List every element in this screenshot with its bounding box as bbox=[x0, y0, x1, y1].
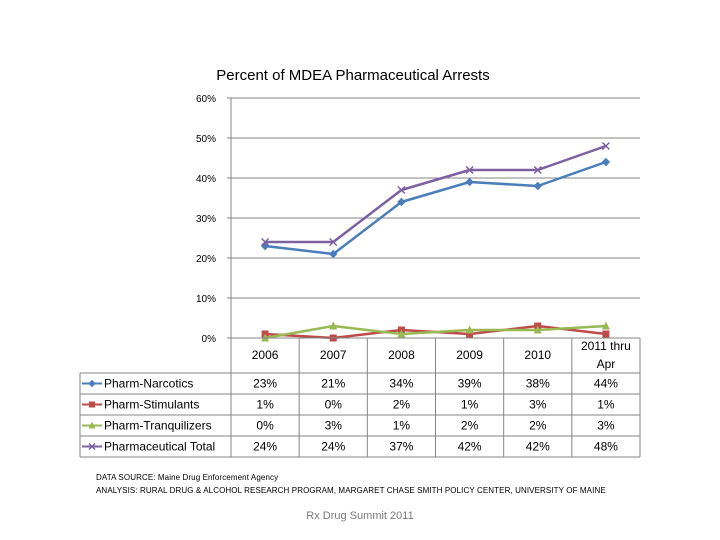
data-label: 21% bbox=[321, 377, 345, 391]
legend-label: Pharm-Tranquilizers bbox=[104, 419, 212, 433]
legend-marker bbox=[88, 379, 96, 388]
data-label: 24% bbox=[321, 440, 345, 454]
marker-stroke bbox=[261, 237, 270, 247]
data-label: 44% bbox=[594, 377, 618, 391]
x-tick-label: 2006 bbox=[252, 348, 279, 362]
marker-stroke bbox=[88, 442, 96, 451]
marker-stroke bbox=[397, 185, 406, 195]
data-label: 1% bbox=[256, 398, 274, 412]
data-point bbox=[601, 157, 611, 167]
data-label: 3% bbox=[325, 419, 343, 433]
data-label: 3% bbox=[597, 419, 615, 433]
y-tick-label: 20% bbox=[196, 254, 216, 265]
gridlines bbox=[231, 97, 640, 299]
series-line bbox=[265, 144, 607, 244]
data-label: 0% bbox=[256, 419, 274, 433]
series-line bbox=[264, 324, 606, 340]
legend-label: Pharmaceutical Total bbox=[104, 440, 215, 454]
marker-stroke bbox=[329, 237, 338, 247]
data-label: 2% bbox=[461, 419, 479, 433]
data-label: 2% bbox=[393, 398, 411, 412]
series-pharmaceutical-total bbox=[261, 141, 610, 247]
data-label: 1% bbox=[461, 398, 479, 412]
data-label: 34% bbox=[389, 377, 413, 391]
data-point bbox=[397, 185, 406, 195]
data-label: 23% bbox=[253, 377, 277, 391]
legend-entry: Pharm-Stimulants bbox=[82, 398, 199, 412]
marker-stroke bbox=[601, 141, 610, 151]
data-label: 1% bbox=[393, 419, 411, 433]
data-point bbox=[465, 325, 474, 334]
data-label: 24% bbox=[253, 440, 277, 454]
x-tick-label: 2007 bbox=[320, 348, 347, 362]
data-label: 42% bbox=[526, 440, 550, 454]
data-point bbox=[601, 321, 610, 330]
data-label: 1% bbox=[597, 398, 615, 412]
x-tick-label: 2010 bbox=[524, 348, 551, 362]
data-point bbox=[533, 165, 542, 175]
data-label: 3% bbox=[529, 398, 547, 412]
data-source-note: DATA SOURCE: Maine Drug Enforcement Agen… bbox=[96, 473, 279, 482]
data-point bbox=[466, 330, 474, 338]
y-axis: 0% 10% 20% 30% 40% 50% 60% bbox=[196, 94, 232, 345]
data-point bbox=[601, 141, 610, 151]
data-label: 48% bbox=[594, 440, 618, 454]
x-tick-label: 2009 bbox=[456, 348, 483, 362]
marker-stroke bbox=[533, 165, 542, 175]
data-point bbox=[397, 197, 406, 207]
data-label: 0% bbox=[325, 398, 343, 412]
legend-label: Pharm-Narcotics bbox=[104, 377, 193, 391]
analysis-note: ANALYSIS: RURAL DRUG & ALCOHOL RESEARCH … bbox=[96, 486, 606, 495]
data-point bbox=[329, 249, 338, 259]
data-label: 2% bbox=[529, 419, 547, 433]
data-point bbox=[533, 181, 542, 191]
legend-entry: Pharm-Tranquilizers bbox=[82, 419, 212, 433]
series-line bbox=[264, 160, 607, 256]
x-tick-label: 2011 thru bbox=[581, 339, 631, 353]
plot-area bbox=[260, 141, 611, 342]
legend-entry: Pharm-Narcotics bbox=[82, 377, 193, 391]
x-tick-label: 2008 bbox=[388, 348, 415, 362]
y-tick-label: 40% bbox=[196, 174, 216, 185]
y-tick-label: 10% bbox=[196, 294, 216, 305]
legend-marker bbox=[89, 401, 95, 408]
marker-stroke bbox=[465, 165, 474, 175]
legend-entry: Pharmaceutical Total bbox=[82, 440, 215, 454]
data-point bbox=[329, 237, 338, 247]
y-tick-label: 50% bbox=[196, 134, 216, 145]
data-point bbox=[261, 237, 270, 247]
data-label: 39% bbox=[458, 377, 482, 391]
data-label: 38% bbox=[526, 377, 550, 391]
data-point bbox=[465, 177, 474, 187]
data-point bbox=[533, 325, 542, 334]
y-tick-label: 30% bbox=[196, 214, 216, 225]
data-point bbox=[329, 321, 338, 330]
y-tick-label: 0% bbox=[202, 334, 217, 345]
series-pharm-tranquilizers bbox=[261, 321, 610, 342]
x-tick-label: Apr bbox=[597, 357, 616, 371]
legend-marker bbox=[88, 421, 96, 429]
data-point bbox=[465, 165, 474, 175]
chart-title: Percent of MDEA Pharmaceutical Arrests bbox=[216, 67, 489, 84]
footer-text: Rx Drug Summit 2011 bbox=[306, 510, 414, 522]
y-tick-label: 60% bbox=[196, 94, 216, 105]
legend-marker bbox=[88, 442, 96, 451]
data-label: 42% bbox=[458, 440, 482, 454]
legend-label: Pharm-Stimulants bbox=[104, 398, 199, 412]
data-label: 37% bbox=[389, 440, 413, 454]
data-table: 2006 2007 2008 2009 2010 2011 thru Apr Pharm-Na… bbox=[79, 337, 641, 458]
data-point bbox=[397, 329, 406, 338]
data-point bbox=[602, 330, 610, 338]
